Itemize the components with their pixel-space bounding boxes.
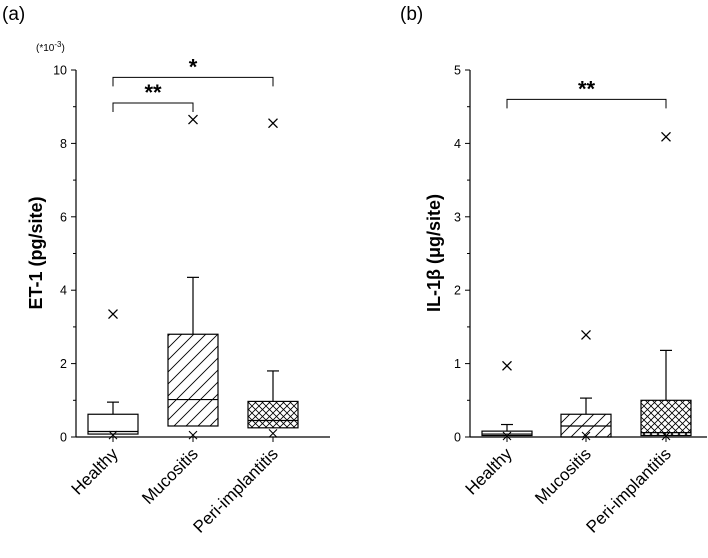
box-peri-implantitis [640,131,692,441]
y-tick-label: 10 [53,64,67,78]
min-marker [581,431,591,441]
box-rect [640,399,692,437]
significance-bracket [112,76,274,87]
category-label: Healthy [462,444,517,499]
significance-bracket [112,102,194,113]
panel-a-boxes [87,114,299,440]
outlier-marker [268,118,278,129]
box-rect [247,400,299,429]
box-mucositis [167,114,219,440]
min-marker [502,431,512,441]
panel-b-y-axis-label: IL-1β (μg/site) [424,194,444,312]
y-tick-label: 2 [60,357,67,371]
min-marker [268,428,278,438]
box-rect [87,413,139,435]
y-tick-label: 1 [454,357,461,371]
box-healthy [87,309,139,440]
significance-label: ** [578,76,596,101]
y-tick-label: 5 [454,64,461,78]
panel-b-label: (b) [400,4,423,25]
significance-label: * [189,54,198,79]
panel-b-axes: 0 1 2 3 4 5 [454,64,707,445]
outlier-marker [188,114,198,125]
y-tick-label: 6 [60,210,67,224]
panel-b-boxes [481,131,692,441]
outlier-marker [108,309,118,320]
category-label: Peri-implantitis [190,444,282,536]
box-mucositis [560,330,612,441]
min-marker [661,431,671,441]
category-label: Mucositis [138,444,202,508]
category-label: Peri-implantitis [583,444,675,536]
y-tick-label: 3 [454,210,461,224]
min-marker [188,430,198,440]
panel-a-label: (a) [2,4,25,25]
outlier-marker [661,131,671,142]
box-rect [481,430,533,437]
significance-label: ** [144,80,162,105]
y-tick-label: 8 [60,137,67,151]
panel-b-chart: (b) IL-1β (μg/site) 0 1 2 3 4 5 ** Healthy Muc… [400,4,707,537]
significance-bracket [506,98,667,109]
category-label: Mucositis [531,444,595,508]
panel-b-significance: ** [506,76,667,109]
category-label: Healthy [68,444,123,499]
outlier-marker [502,360,512,371]
box-rect [167,333,219,427]
y-tick-label: 4 [60,284,67,298]
y-tick-label: 4 [454,137,461,151]
panel-a-y-axis-label: ET-1 (pg/site) [26,196,46,309]
panel-a-axes: 0 2 4 6 8 10 [53,64,330,445]
outlier-marker [581,330,591,340]
box-peri-implantitis [247,118,299,438]
y-tick-label: 0 [60,431,67,445]
min-marker [108,430,118,440]
y-tick-label: 0 [454,431,461,445]
panel-a-scale-note: (*10-3) [36,40,65,54]
panel-a-significance: *** [112,54,274,113]
box-healthy [481,360,533,441]
y-tick-label: 2 [454,284,461,298]
